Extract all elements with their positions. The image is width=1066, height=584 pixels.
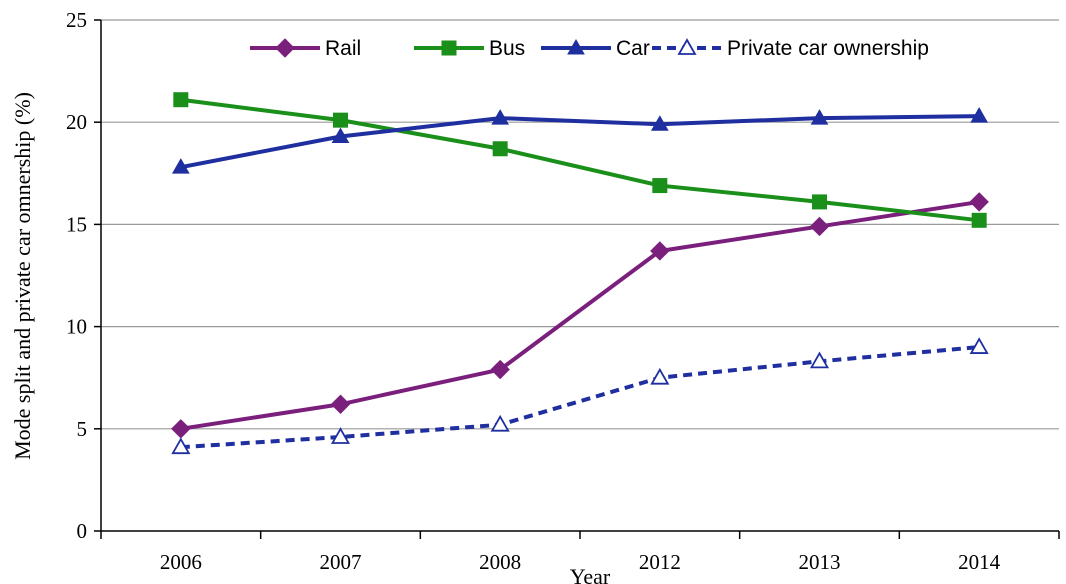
x-tick-label: 2014 (958, 550, 1001, 574)
data-point (173, 92, 189, 108)
data-point (490, 359, 510, 380)
legend-label: Bus (489, 37, 525, 60)
data-point (652, 178, 668, 194)
data-point (330, 394, 351, 414)
data-point (971, 212, 987, 228)
legend-marker (441, 40, 457, 56)
y-tick-label: 10 (66, 315, 87, 339)
data-point (490, 414, 510, 432)
legend-label: Rail (325, 37, 361, 60)
y-tick-label: 25 (66, 8, 87, 32)
legend-label: Car (616, 37, 650, 60)
x-tick-label: 2012 (639, 550, 681, 574)
data-point (492, 141, 508, 157)
data-point (969, 192, 989, 212)
data-point (330, 427, 351, 444)
data-point (650, 367, 670, 385)
data-point (809, 216, 830, 237)
x-tick-label: 2006 (160, 550, 202, 574)
data-point (491, 109, 510, 125)
series-line (180, 114, 980, 170)
y-tick-label: 15 (66, 212, 87, 236)
series-line (180, 345, 980, 450)
x-tick-label: 2008 (479, 550, 521, 574)
series-car (171, 107, 989, 174)
legend-marker (677, 38, 697, 55)
legend-item: Private car ownership (652, 37, 929, 60)
legend-marker (567, 38, 585, 55)
y-tick-label: 20 (66, 110, 87, 134)
data-point (650, 241, 670, 261)
data-point (333, 112, 348, 128)
data-point (171, 158, 190, 174)
legend-label: Private car ownership (727, 37, 929, 60)
data-point (970, 107, 989, 123)
series-line (180, 199, 980, 431)
data-point (809, 351, 830, 369)
y-tick-label: 5 (77, 417, 88, 441)
data-point (171, 437, 191, 455)
series-private-car-ownership (171, 337, 989, 455)
series-line (180, 97, 980, 223)
legend-item: Rail (250, 37, 361, 60)
axes (94, 19, 1060, 539)
legend-marker (275, 38, 295, 58)
data-point (171, 419, 191, 439)
legend-item: Bus (414, 37, 525, 60)
y-tick-label: 0 (77, 519, 88, 543)
series-rail (171, 192, 989, 439)
y-axis-title: Mode split and private car omnership (%) (10, 92, 35, 460)
legend: Rail Bus Car Private car ownership (250, 37, 929, 60)
tick-labels: 0 5 10 15 20 25 2006 2007 2008 2012 2013 2014 (66, 8, 1001, 574)
series-bus (173, 92, 987, 228)
legend-item: Car (541, 37, 650, 60)
x-axis-title: Year (570, 564, 611, 584)
data-point (810, 109, 829, 125)
data-point (812, 194, 827, 210)
data-point (650, 115, 669, 131)
x-tick-label: 2007 (320, 550, 362, 574)
gridlines (101, 19, 1059, 430)
series-group (171, 92, 989, 455)
x-tick-label: 2013 (799, 550, 841, 574)
data-point (331, 127, 350, 144)
data-point (969, 337, 989, 354)
